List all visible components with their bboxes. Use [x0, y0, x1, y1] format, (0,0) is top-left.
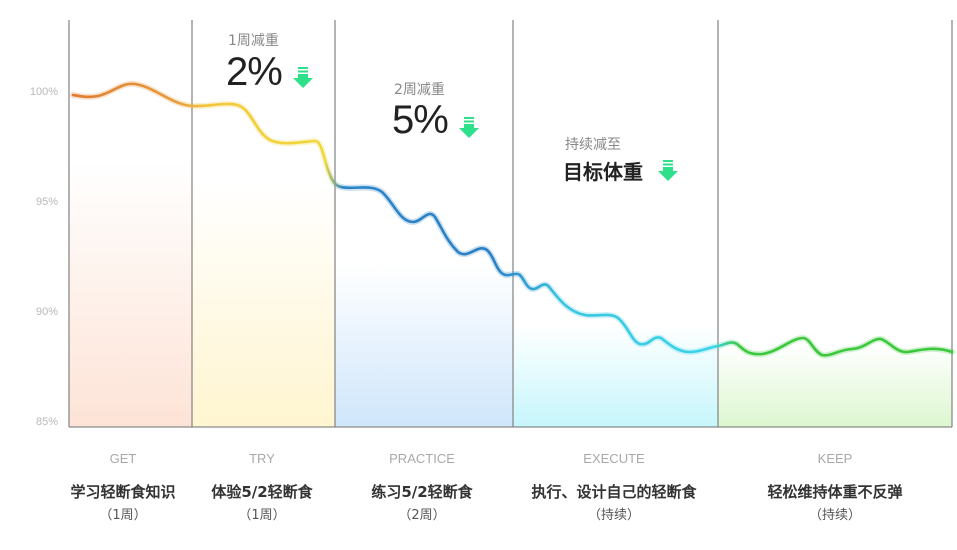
phase-zh-label: 练习5/2轻断食 [371, 483, 473, 501]
phase-label-execute: EXECUTE 执行、设计自己的轻断食 （持续） [531, 451, 696, 523]
y-tick-85: 85% [35, 416, 58, 428]
phase-dividers [68, 20, 953, 427]
phase-fill-practice [335, 20, 513, 427]
down-arrow-icon [459, 117, 479, 138]
phase-en-label: TRY [249, 451, 275, 466]
phase-en-label: KEEP [817, 451, 853, 466]
phase-duration: （持续） [587, 508, 641, 523]
phase-label-get: GET 学习轻断食知识 （1周） [70, 451, 175, 523]
phase-en-label: EXECUTE [583, 451, 645, 466]
phase-zh-label: 体验5/2轻断食 [211, 483, 313, 501]
phase-fill-try [192, 20, 335, 427]
phase-label-keep: KEEP 轻松维持体重不反弹 （持续） [767, 451, 902, 523]
weight-curve [71, 82, 954, 357]
phase-duration: （1周） [99, 508, 147, 523]
phase-fill-keep [718, 20, 952, 427]
annotation-try-value: 2% [226, 50, 283, 94]
phase-label-practice: PRACTICE 练习5/2轻断食 （2周） [371, 451, 472, 523]
phase-label-try: TRY 体验5/2轻断食 （1周） [211, 451, 312, 523]
annotation-try-caption: 1周减重 [228, 33, 279, 49]
annotation-execute-value: 目标体重 [563, 160, 643, 184]
phase-zh-label: 轻松维持体重不反弹 [767, 483, 903, 501]
phase-duration: （2周） [398, 508, 446, 523]
annotation-practice-caption: 2周减重 [394, 82, 445, 98]
phase-fill-execute [513, 20, 718, 427]
phase-en-label: GET [109, 451, 137, 466]
phase-duration: （1周） [238, 508, 286, 523]
phase-zh-label: 执行、设计自己的轻断食 [531, 483, 697, 501]
annotation-execute-caption: 持续减至 [565, 137, 621, 153]
phase-fill-get [69, 20, 192, 427]
phase-zh-label: 学习轻断食知识 [70, 483, 176, 501]
y-tick-90: 90% [35, 306, 58, 318]
y-tick-100: 100% [29, 86, 58, 98]
phase-en-label: PRACTICE [389, 451, 455, 466]
phase-duration: （持续） [808, 508, 862, 523]
y-tick-95: 95% [35, 196, 58, 208]
annotation-practice-value: 5% [392, 98, 449, 142]
down-arrow-icon [658, 160, 678, 181]
down-arrow-icon [293, 67, 313, 88]
